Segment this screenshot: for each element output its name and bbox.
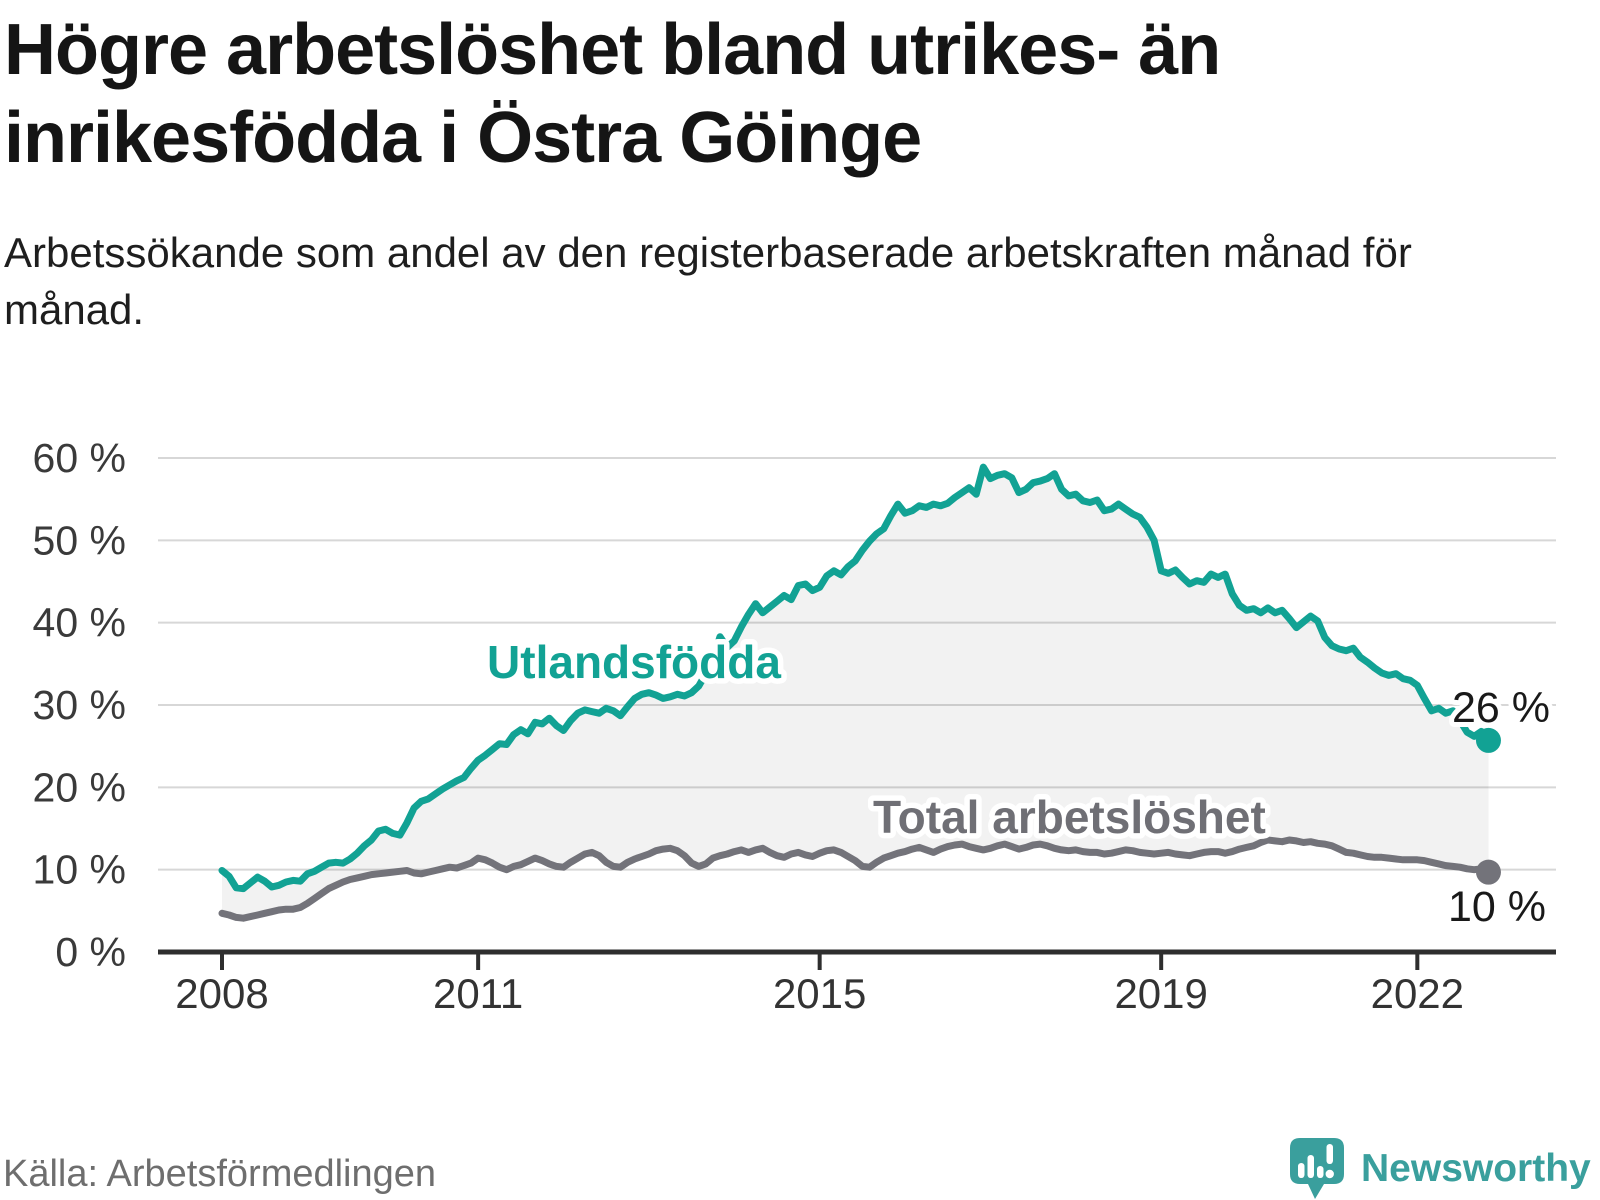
line-total-arbetsloshet xyxy=(218,836,1492,922)
page-subtitle: Arbetssökande som andel av den registerb… xyxy=(4,229,1412,333)
y-tick-label: 20 % xyxy=(33,764,126,810)
y-tick-label: 50 % xyxy=(33,517,126,563)
line-utlandsfodda xyxy=(218,463,1492,893)
x-tick-label: 2019 xyxy=(1114,970,1207,1017)
x-tick-label: 2011 xyxy=(433,970,523,1017)
newsworthy-pin-icon xyxy=(1290,1138,1344,1199)
end-value-labels: 26 % 10 % xyxy=(1443,679,1555,936)
series-label: Utlandsfödda xyxy=(487,636,781,688)
newsworthy-logo: Newsworthy xyxy=(1290,1138,1591,1200)
newsworthy-wordmark: Newsworthy xyxy=(1361,1147,1591,1190)
end-value-label: 10 % xyxy=(1448,883,1546,931)
end-value-label: 26 % xyxy=(1452,684,1550,732)
x-tick-label: 2022 xyxy=(1371,970,1464,1017)
x-axis-ticks xyxy=(220,952,1420,970)
series-label: Total arbetslöshet xyxy=(873,791,1266,843)
x-tick-label: 2008 xyxy=(175,970,268,1017)
series-inline-labels: Utlandsfödda Total arbetslöshet xyxy=(482,631,1272,849)
area-between-series xyxy=(222,467,1489,919)
page-title: Högre arbetslöshet bland utrikes- än inr… xyxy=(4,10,1221,178)
end-dot-utlandsfodda xyxy=(1475,727,1501,753)
end-dot-total xyxy=(1475,859,1501,885)
y-tick-label: 0 % xyxy=(55,929,126,975)
y-tick-label: 40 % xyxy=(33,600,126,646)
y-axis-labels: 60 % 50 % 40 % 30 % 20 % 10 % 0 % xyxy=(33,435,126,975)
y-tick-label: 10 % xyxy=(33,847,126,893)
y-tick-label: 60 % xyxy=(33,435,126,481)
y-tick-label: 30 % xyxy=(33,682,126,728)
x-axis-labels: 2008 2011 2015 2019 2022 xyxy=(175,970,1464,1017)
x-tick-label: 2015 xyxy=(773,970,866,1017)
source-note: Källa: Arbetsförmedlingen xyxy=(3,1153,437,1195)
